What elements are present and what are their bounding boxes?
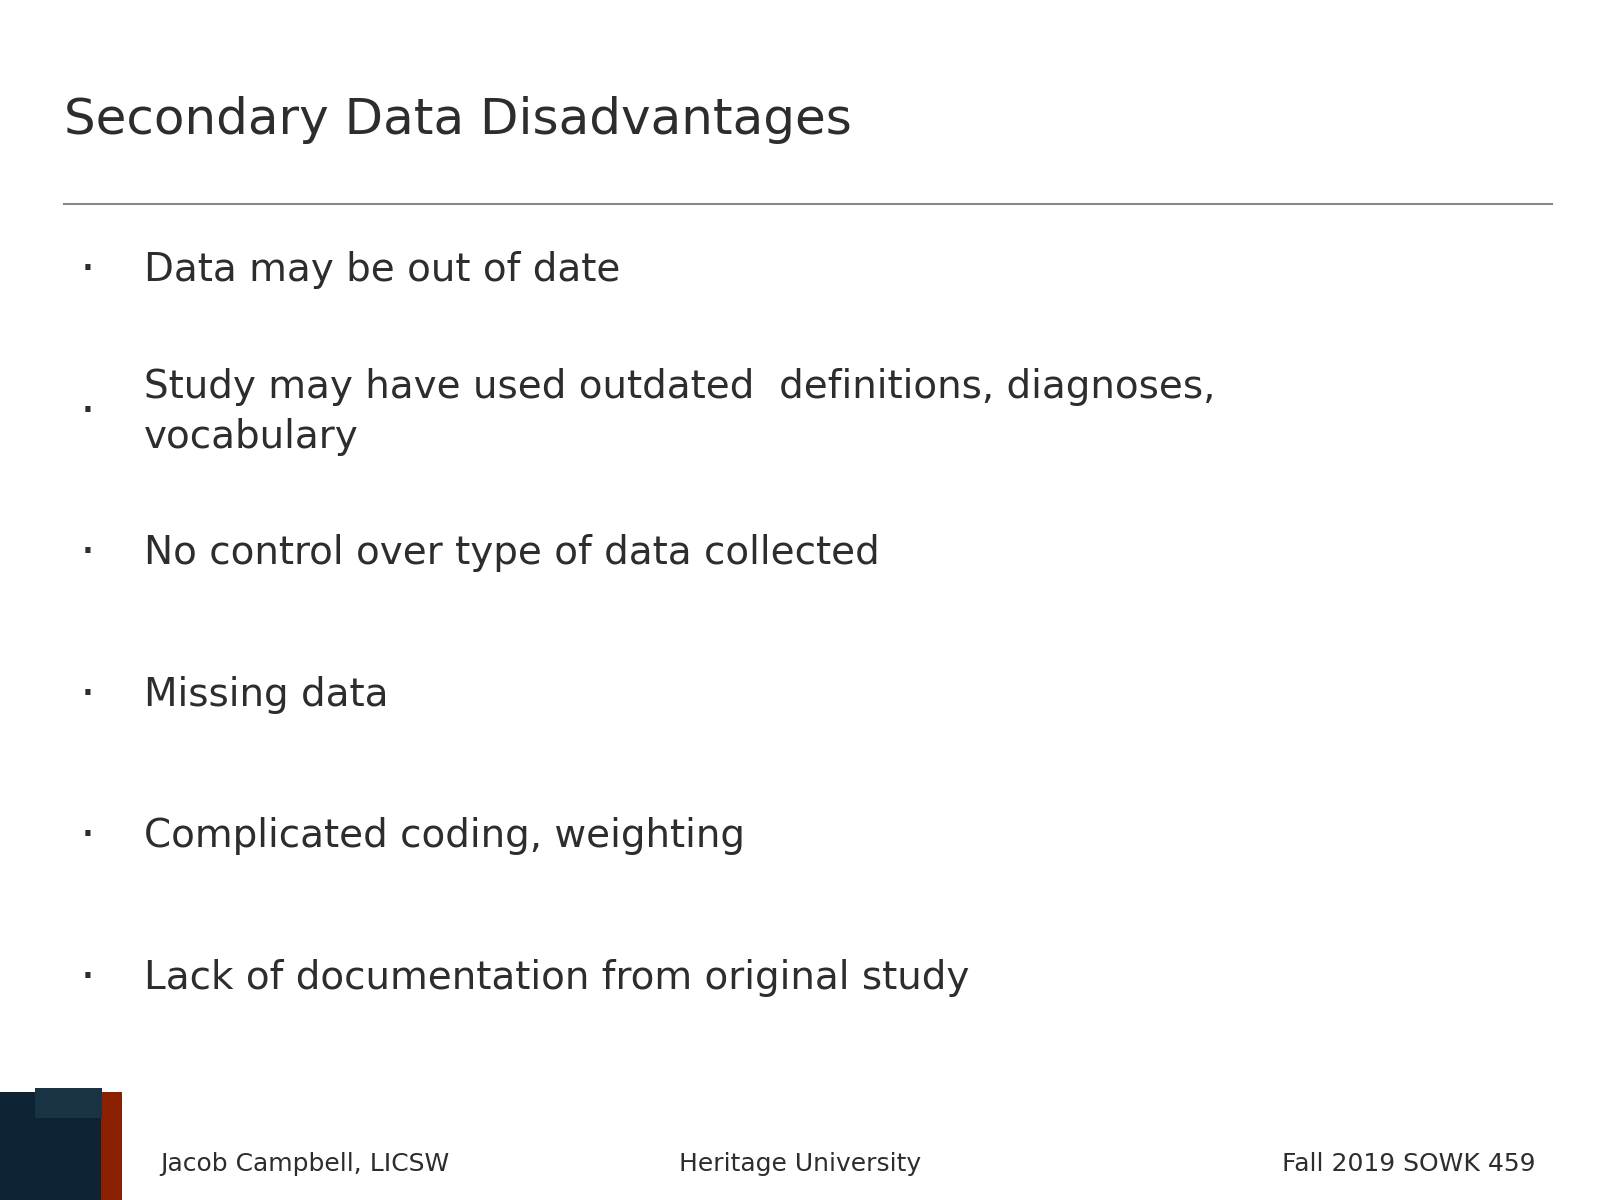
Text: Heritage University: Heritage University bbox=[678, 1152, 922, 1176]
Text: Secondary Data Disadvantages: Secondary Data Disadvantages bbox=[64, 96, 851, 144]
Text: Complicated coding, weighting: Complicated coding, weighting bbox=[144, 817, 746, 856]
Text: ·: · bbox=[80, 812, 96, 860]
Text: No control over type of data collected: No control over type of data collected bbox=[144, 534, 880, 572]
Text: Data may be out of date: Data may be out of date bbox=[144, 251, 621, 289]
Text: Jacob Campbell, LICSW: Jacob Campbell, LICSW bbox=[160, 1152, 450, 1176]
Text: ·: · bbox=[80, 954, 96, 1002]
FancyBboxPatch shape bbox=[35, 1088, 102, 1118]
Text: ·: · bbox=[80, 246, 96, 294]
Text: Study may have used outdated  definitions, diagnoses,
vocabulary: Study may have used outdated definitions… bbox=[144, 367, 1216, 456]
Text: Missing data: Missing data bbox=[144, 676, 389, 714]
FancyBboxPatch shape bbox=[0, 1092, 120, 1200]
Text: ·: · bbox=[80, 671, 96, 719]
Text: Lack of documentation from original study: Lack of documentation from original stud… bbox=[144, 959, 970, 997]
FancyBboxPatch shape bbox=[101, 1092, 122, 1200]
Text: Fall 2019 SOWK 459: Fall 2019 SOWK 459 bbox=[1283, 1152, 1536, 1176]
Text: ·: · bbox=[80, 388, 96, 436]
Text: ·: · bbox=[80, 529, 96, 577]
